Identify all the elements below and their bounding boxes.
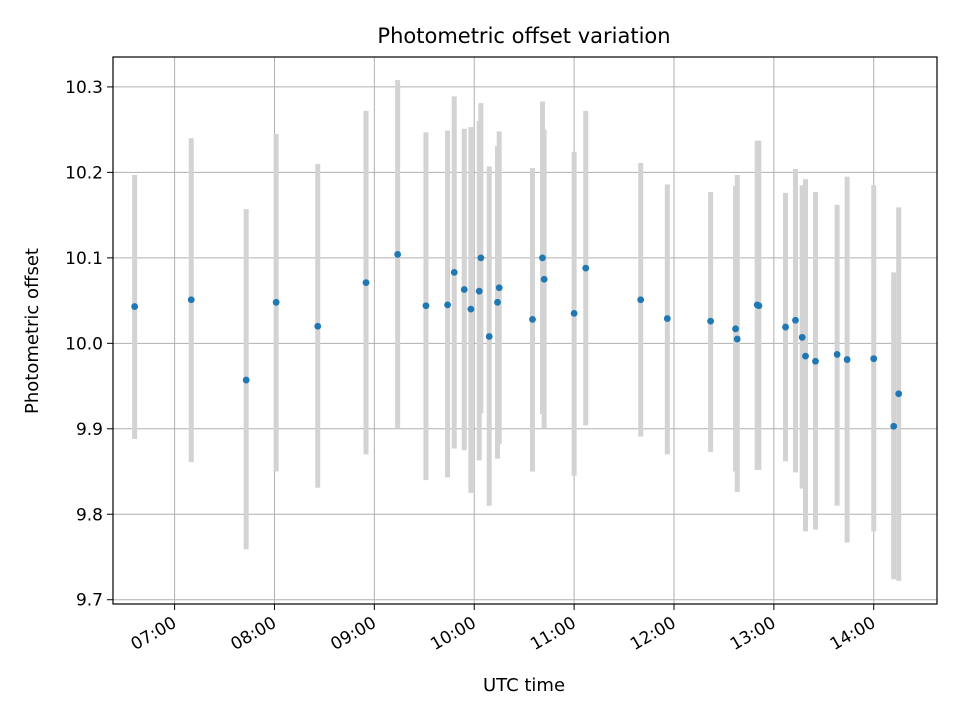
- x-tick-label: 12:00: [627, 613, 679, 655]
- x-tick-label: 11:00: [527, 613, 579, 655]
- data-point: [539, 254, 546, 262]
- data-point: [495, 284, 503, 292]
- data-point: [529, 315, 536, 323]
- data-point: [782, 323, 789, 331]
- data-point: [485, 333, 493, 340]
- y-tick-label: 10.1: [65, 249, 103, 269]
- error-bars: [132, 80, 902, 581]
- data-point: [131, 303, 139, 310]
- y-tick-label: 10.3: [65, 78, 103, 98]
- y-tick-label: 10.0: [65, 334, 103, 354]
- chart-title: Photometric offset variation: [377, 24, 670, 48]
- x-tick-label: 10:00: [427, 613, 479, 655]
- data-point: [362, 279, 370, 287]
- data-point: [890, 422, 898, 430]
- data-point: [732, 325, 739, 333]
- data-point: [477, 254, 485, 262]
- x-tick-label: 13:00: [727, 613, 779, 655]
- y-tick-label: 9.7: [76, 591, 103, 611]
- x-tick-label: 09:00: [327, 613, 379, 655]
- y-tick-label: 10.2: [65, 163, 103, 183]
- data-point: [540, 275, 548, 283]
- data-point: [802, 352, 809, 360]
- data-point: [798, 333, 806, 341]
- plot-frame: [112, 56, 938, 605]
- data-point: [314, 322, 322, 330]
- data-point: [812, 357, 819, 365]
- data-point: [843, 356, 851, 363]
- data-point: [467, 305, 475, 313]
- y-tick-label: 9.9: [76, 420, 103, 440]
- data-point: [582, 264, 590, 272]
- data-point: [733, 335, 741, 343]
- data-point: [444, 301, 451, 309]
- data-point: [475, 287, 483, 295]
- data-points: [131, 251, 903, 430]
- y-tick-label: 9.8: [76, 505, 103, 525]
- data-point: [570, 310, 578, 317]
- y-axis-ticks: 9.7 9.8 9.9 10.0 10.1 10.2 10.3: [65, 78, 113, 611]
- x-tick-label: 08:00: [228, 613, 280, 655]
- y-axis-label: Photometric offset: [22, 248, 43, 414]
- data-point: [870, 355, 878, 363]
- data-point: [707, 317, 715, 325]
- data-point: [450, 268, 458, 276]
- x-tick-label: 14:00: [827, 613, 879, 655]
- data-point: [895, 390, 903, 398]
- data-point: [242, 376, 250, 384]
- x-tick-label: 07:00: [128, 613, 180, 655]
- data-point: [394, 251, 402, 258]
- data-point: [833, 351, 841, 358]
- data-point: [663, 315, 671, 322]
- data-point: [460, 286, 468, 293]
- x-axis-label: UTC time: [483, 675, 565, 696]
- data-point: [637, 296, 645, 304]
- data-point: [272, 298, 280, 306]
- data-point: [422, 302, 430, 310]
- data-point: [792, 316, 799, 324]
- data-point: [755, 302, 763, 310]
- x-axis-ticks: 07:00 08:00 09:00 10:00 11:00 12:00 13:00 14:00: [128, 604, 879, 655]
- data-point: [187, 296, 195, 304]
- data-point: [494, 298, 501, 306]
